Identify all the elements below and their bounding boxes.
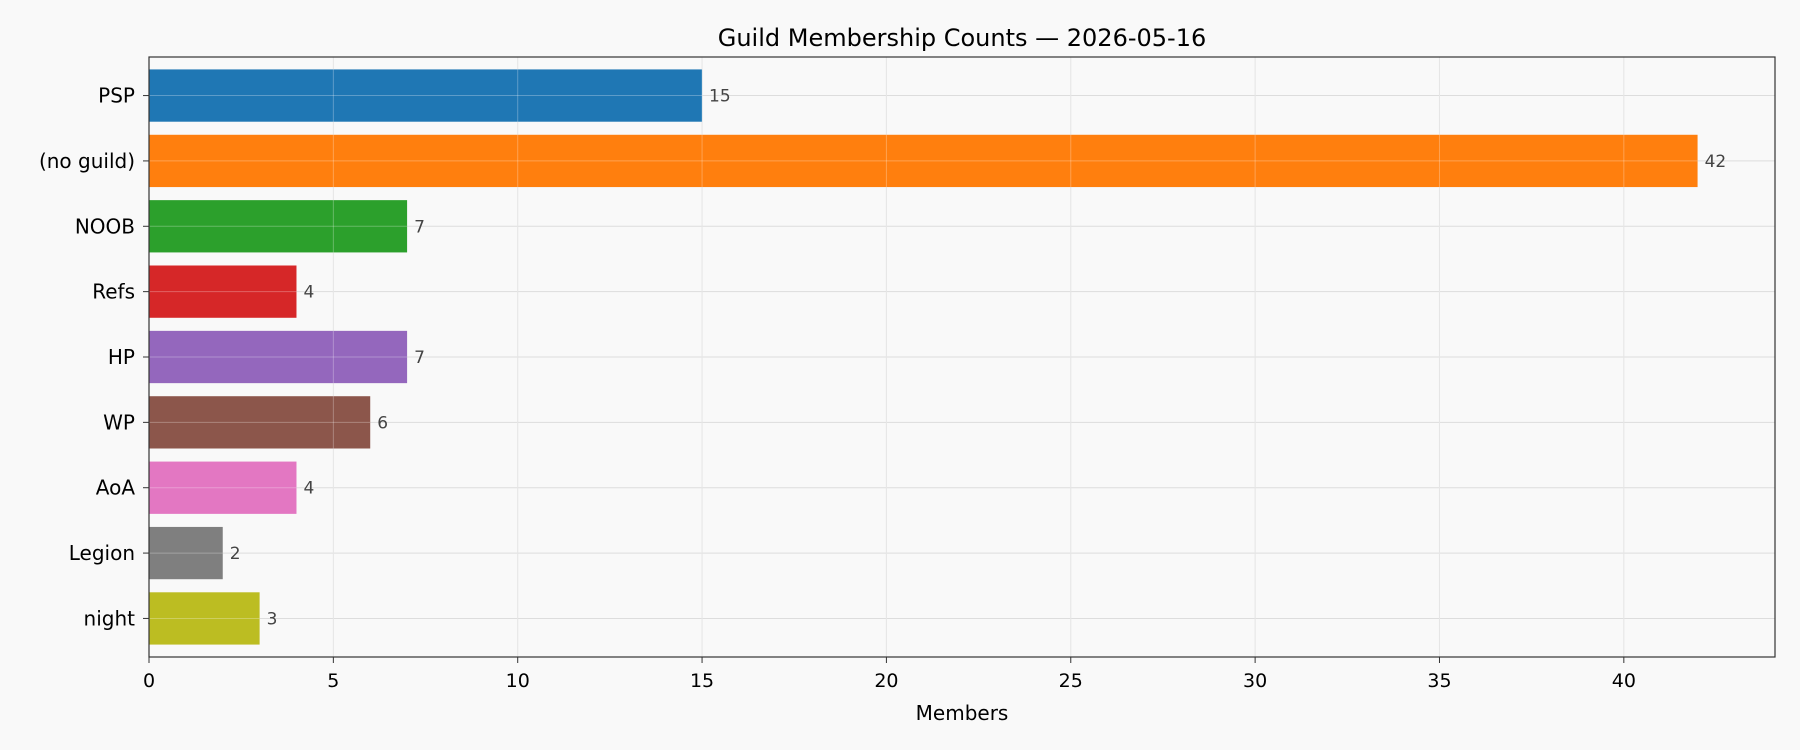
bar-3 bbox=[149, 265, 297, 318]
y-tick-label: Legion bbox=[69, 541, 135, 565]
bar-value-label: 42 bbox=[1705, 152, 1727, 172]
y-tick-label: Refs bbox=[92, 280, 135, 304]
y-tick-label: WP bbox=[103, 410, 135, 434]
y-tick-label: NOOB bbox=[75, 214, 135, 238]
y-tick-label: (no guild) bbox=[39, 149, 135, 173]
x-tick-label: 15 bbox=[690, 670, 714, 692]
x-tick-label: 10 bbox=[506, 670, 530, 692]
bar-0 bbox=[149, 69, 703, 122]
x-tick-label: 25 bbox=[1059, 670, 1083, 692]
x-tick-label: 35 bbox=[1427, 670, 1451, 692]
x-tick-label: 30 bbox=[1243, 670, 1267, 692]
y-tick-label: AoA bbox=[96, 476, 136, 500]
y-tick-label: night bbox=[84, 606, 136, 630]
y-tick-label: HP bbox=[108, 345, 135, 369]
bars bbox=[148, 57, 1698, 657]
bar-7 bbox=[149, 526, 223, 580]
y-tick-label: PSP bbox=[98, 84, 135, 108]
bar-value-label: 4 bbox=[303, 283, 314, 303]
x-axis-label: Members bbox=[916, 701, 1009, 725]
bar-6 bbox=[149, 461, 297, 514]
x-tick-label: 40 bbox=[1612, 670, 1636, 692]
chart-title: Guild Membership Counts — 2026-05-16 bbox=[718, 24, 1206, 52]
bar-value-label: 6 bbox=[377, 413, 388, 433]
bar-1 bbox=[149, 134, 1698, 188]
bar-5 bbox=[149, 396, 371, 449]
bar-4 bbox=[149, 330, 408, 384]
bar-value-label: 2 bbox=[230, 544, 241, 564]
bar-value-label: 3 bbox=[267, 609, 278, 629]
bar-value-label: 4 bbox=[303, 479, 314, 499]
bar-value-label: 15 bbox=[709, 87, 731, 107]
x-axis-ticks: 0 5 10 15 20 25 30 35 40 bbox=[143, 657, 1636, 692]
x-tick-label: 0 bbox=[143, 670, 155, 692]
bar-8 bbox=[149, 592, 260, 645]
x-tick-label: 20 bbox=[874, 670, 898, 692]
y-axis-ticks: PSP (no guild) NOOB Refs HP WP AoA Legion night bbox=[39, 84, 149, 630]
bar-value-label: 7 bbox=[414, 217, 425, 237]
bar-2 bbox=[149, 200, 408, 253]
x-tick-label: 5 bbox=[327, 670, 339, 692]
bar-value-label: 7 bbox=[414, 348, 425, 368]
